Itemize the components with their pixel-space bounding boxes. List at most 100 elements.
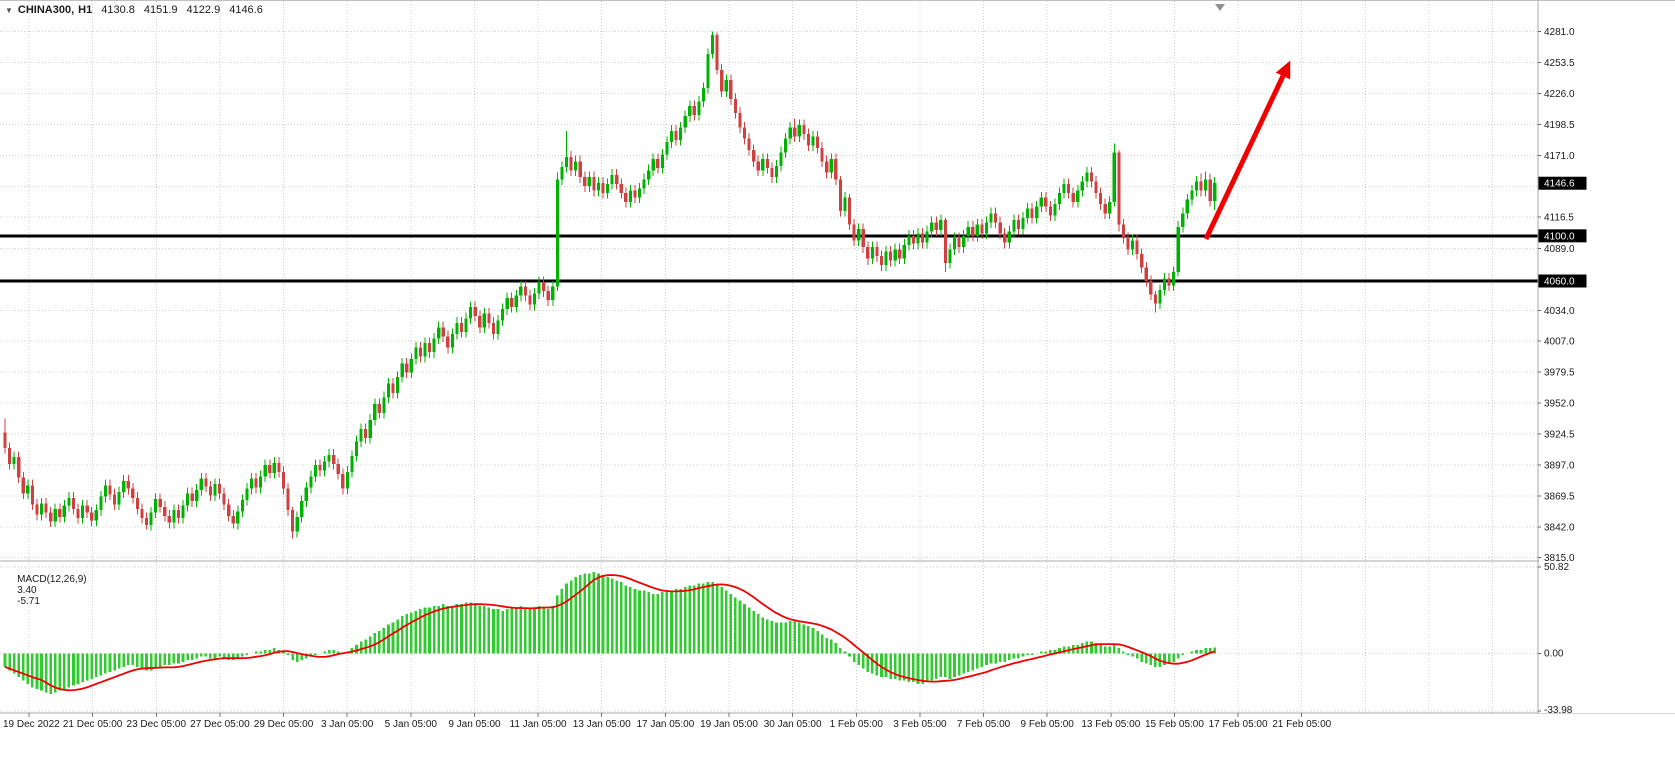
candle-body (962, 235, 966, 248)
time-axis-label: 9 Feb 05:00 (1020, 719, 1074, 730)
candle-body (825, 161, 829, 173)
candle-body (1012, 220, 1016, 232)
candle-body (528, 295, 532, 305)
candle-body (3, 432, 7, 449)
candle-body (765, 159, 769, 169)
candle-body (1057, 192, 1062, 205)
candle-body (259, 476, 263, 488)
candle-body (1213, 183, 1217, 202)
hline-price-label: 4100.0 (1544, 231, 1575, 242)
time-axis-label: 3 Feb 05:00 (893, 719, 947, 730)
candle-body (925, 231, 929, 243)
candle-body (564, 156, 569, 167)
candle-body (263, 465, 267, 477)
ohlc-high: 4151.9 (143, 4, 178, 16)
candle-body (679, 127, 683, 140)
macd-signal-value: -5.71 (17, 596, 40, 607)
candle-body (1053, 204, 1057, 216)
time-axis-label: 15 Feb 05:00 (1145, 719, 1204, 730)
candle-body (1176, 226, 1180, 272)
candle-body (1112, 152, 1116, 202)
candle-body (85, 505, 89, 513)
candle-body (838, 179, 842, 211)
candle-body (405, 363, 409, 373)
candle-body (683, 116, 687, 128)
candle-body (633, 190, 637, 198)
candle-body (706, 54, 710, 88)
candle-body (281, 471, 286, 489)
candle-body (994, 213, 998, 223)
chart-shift-marker[interactable] (1215, 4, 1225, 11)
candle-body (898, 249, 902, 259)
candle-body (519, 286, 523, 296)
candle-body (971, 226, 975, 236)
candle-body (122, 480, 126, 493)
candle-body (532, 293, 537, 305)
price-axis-label: 4253.5 (1544, 58, 1575, 69)
price-axis-label: 3979.5 (1544, 367, 1575, 378)
macd-axis-label: 0.00 (1544, 648, 1564, 659)
candle-body (806, 134, 811, 146)
candle-body (916, 233, 920, 244)
price-axis-label: 4116.5 (1544, 213, 1574, 224)
trend-arrow-line[interactable] (1203, 74, 1286, 241)
candle-body (112, 494, 117, 505)
candle-body (596, 182, 601, 191)
candle-body (304, 487, 308, 502)
candle-body (569, 156, 573, 171)
candle-body (268, 465, 272, 473)
candle-body (300, 501, 304, 517)
candle-body (327, 454, 331, 462)
hline-price-box (1538, 274, 1587, 288)
candle-body (437, 327, 441, 339)
time-axis-label: 9 Jan 05:00 (448, 719, 501, 730)
time-axis[interactable] (0, 714, 1675, 764)
candle-body (1048, 206, 1052, 216)
candle-body (1149, 281, 1153, 295)
candle-body (30, 485, 34, 505)
symbol-dropdown-icon[interactable]: ▼ (5, 5, 13, 15)
price-axis-label: 3842.0 (1544, 523, 1575, 534)
trend-arrow-head[interactable] (1275, 60, 1291, 80)
candle-body (1140, 253, 1144, 268)
time-axis-label: 23 Dec 05:00 (127, 719, 187, 730)
candle-body (980, 224, 984, 234)
candle-body (441, 327, 445, 337)
candle-body (811, 136, 815, 146)
candle-body (1108, 201, 1112, 214)
candle-body (76, 509, 80, 519)
candle-body (67, 497, 71, 506)
time-axis-label: 5 Jan 05:00 (385, 719, 438, 730)
candle-body (144, 518, 149, 525)
candle-body (1203, 179, 1208, 191)
candle-body (756, 161, 760, 171)
time-axis-label: 11 Jan 05:00 (510, 719, 568, 730)
candle-body (158, 498, 162, 507)
candle-body (930, 222, 934, 232)
time-axis-label: 13 Feb 05:00 (1081, 719, 1140, 730)
candle-body (418, 347, 423, 357)
candle-body (834, 159, 838, 180)
candle-body (1021, 217, 1025, 230)
candle-body (496, 320, 500, 335)
price-axis-label: 4281.0 (1544, 27, 1575, 38)
price-axis[interactable] (1539, 1, 1675, 713)
candle-body (332, 454, 336, 464)
candle-body (1089, 172, 1094, 182)
candle-body (17, 457, 21, 478)
candle-body (555, 179, 559, 287)
candle-body (537, 282, 541, 294)
price-axis-label: 3952.0 (1544, 398, 1575, 409)
candle-body (788, 127, 792, 139)
candle-body (574, 161, 578, 171)
candle-body (199, 478, 203, 490)
candle-body (131, 488, 135, 498)
candle-body (423, 343, 427, 357)
candle-body (1167, 278, 1171, 286)
candle-body (907, 235, 911, 245)
ohlc-open: 4130.8 (101, 4, 135, 16)
candle-body (742, 127, 747, 139)
candle-body (939, 220, 943, 231)
candle-body (1099, 192, 1103, 205)
